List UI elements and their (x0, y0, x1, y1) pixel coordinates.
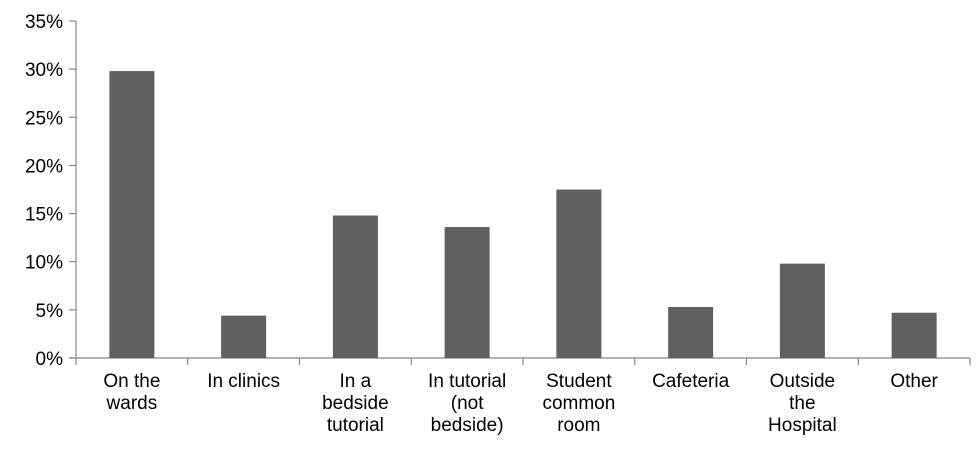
bar (891, 312, 937, 358)
bar (668, 306, 714, 358)
x-category-label: In tutorial (not bedside) (428, 371, 506, 436)
x-axis (69, 357, 971, 365)
y-tick-label: 20% (25, 156, 63, 177)
bar (444, 227, 490, 358)
y-tick-label: 30% (25, 60, 63, 81)
y-tick-label: 35% (25, 12, 63, 33)
x-category-label: In a bedside tutorial (322, 371, 389, 436)
y-axis: 0% 5% 10% 15% 20% 25% 30% 35% (25, 12, 77, 370)
y-tick-label: 15% (25, 205, 63, 226)
x-category-label: Outside the Hospital (768, 371, 837, 436)
x-category-label: On the wards (103, 371, 160, 414)
bar (332, 215, 378, 358)
bar (779, 263, 825, 358)
bar (556, 189, 602, 358)
y-tick-label: 10% (25, 253, 63, 274)
x-category-label: Cafeteria (652, 371, 730, 392)
category-labels: On the wards In clinics In a bedside tutorial… (103, 371, 938, 436)
bar (221, 315, 267, 358)
bar (109, 71, 155, 358)
y-tick-label: 5% (36, 301, 64, 322)
x-category-label: Other (890, 371, 938, 392)
bars (109, 71, 937, 358)
x-category-label: Student common room (542, 371, 615, 436)
y-tick-label: 25% (25, 108, 63, 129)
y-tick-label: 0% (36, 349, 64, 370)
x-category-label: In clinics (207, 371, 280, 392)
